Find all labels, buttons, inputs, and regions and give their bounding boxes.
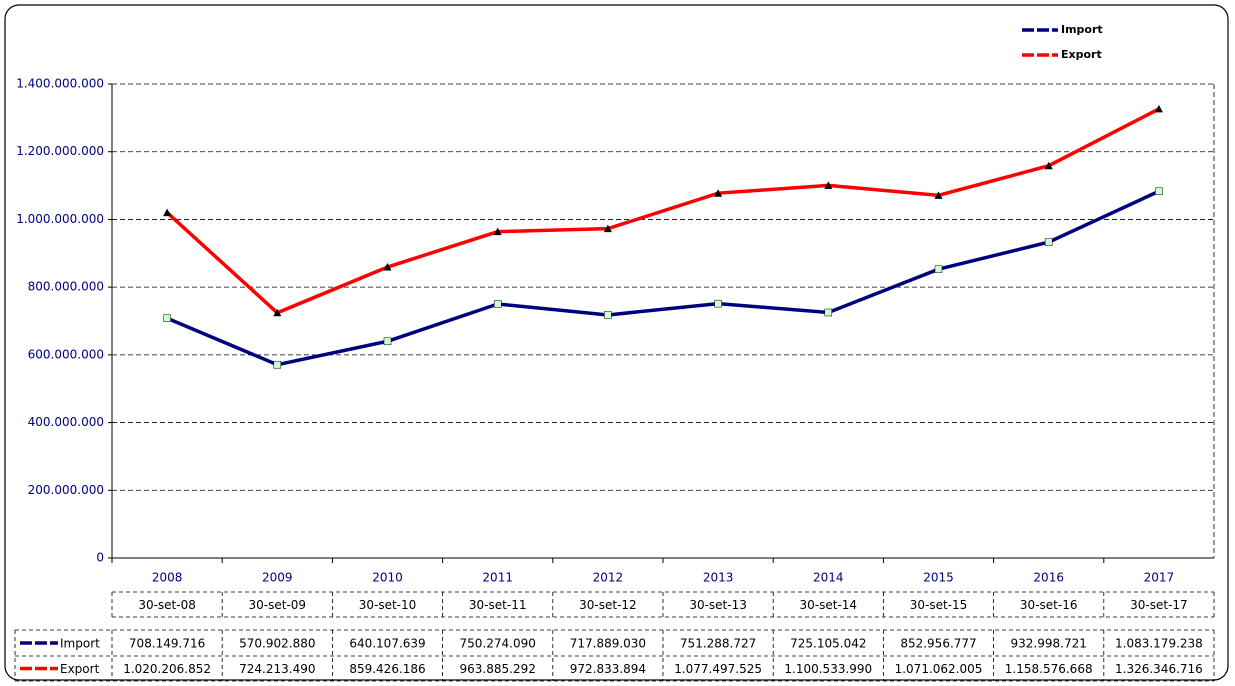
table-value: 708.149.716 bbox=[129, 637, 205, 651]
table-header: 30-set-14 bbox=[800, 598, 858, 612]
marker bbox=[1044, 161, 1053, 170]
table-header: 30-set-15 bbox=[910, 598, 968, 612]
y-tick-label: 0 bbox=[96, 551, 104, 565]
y-tick-label: 400.000.000 bbox=[28, 415, 104, 429]
marker bbox=[163, 208, 172, 217]
marker bbox=[714, 189, 723, 197]
table-header: 30-set-17 bbox=[1130, 598, 1188, 612]
x-tick-label: 2017 bbox=[1144, 571, 1175, 585]
y-tick-label: 800.000.000 bbox=[28, 280, 104, 294]
table-value: 640.107.639 bbox=[349, 637, 425, 651]
x-tick-label: 2009 bbox=[262, 571, 293, 585]
x-tick-label: 2008 bbox=[152, 571, 183, 585]
marker bbox=[383, 263, 392, 271]
table-value: 1.100.533.990 bbox=[784, 662, 872, 676]
table-header: 30-set-11 bbox=[469, 598, 527, 612]
marker bbox=[1154, 104, 1163, 113]
table-value: 717.889.030 bbox=[570, 637, 646, 651]
table-value: 1.083.179.238 bbox=[1115, 637, 1203, 651]
legend-label: Import bbox=[1061, 23, 1103, 36]
x-tick-label: 2013 bbox=[703, 571, 734, 585]
legend-label: Export bbox=[1061, 48, 1102, 61]
y-tick-label: 1.000.000.000 bbox=[16, 212, 104, 226]
x-tick-label: 2014 bbox=[813, 571, 844, 585]
series-line bbox=[165, 107, 1160, 315]
table-header: 30-set-13 bbox=[689, 598, 747, 612]
table-header: 30-set-09 bbox=[249, 598, 307, 612]
table-value: 750.274.090 bbox=[460, 637, 536, 651]
marker bbox=[383, 337, 392, 346]
marker bbox=[493, 227, 502, 236]
x-tick-label: 2011 bbox=[482, 571, 513, 585]
x-tick-label: 2016 bbox=[1033, 571, 1064, 585]
marker bbox=[163, 314, 171, 322]
y-tick-label: 200.000.000 bbox=[28, 483, 104, 497]
marker bbox=[824, 308, 833, 317]
table-value: 725.105.042 bbox=[790, 637, 866, 651]
marker bbox=[604, 311, 612, 319]
table-value: 570.902.880 bbox=[239, 637, 315, 651]
marker bbox=[714, 299, 722, 308]
marker bbox=[493, 300, 502, 308]
table-header: 30-set-16 bbox=[1020, 598, 1078, 612]
table-value: 751.288.727 bbox=[680, 637, 756, 651]
chart-frame bbox=[4, 4, 1229, 681]
table-value: 1.326.346.716 bbox=[1115, 662, 1203, 676]
marker bbox=[603, 224, 612, 233]
x-tick-label: 2015 bbox=[923, 571, 954, 585]
table-header: 30-set-12 bbox=[579, 598, 637, 612]
table-value: 1.077.497.525 bbox=[674, 662, 762, 676]
x-tick-label: 2012 bbox=[593, 571, 624, 585]
table-value: 1.071.062.005 bbox=[895, 662, 983, 676]
table-value: 963.885.292 bbox=[460, 662, 536, 676]
table-row-label: Export bbox=[60, 662, 100, 676]
table-value: 1.020.206.852 bbox=[123, 662, 211, 676]
series-line bbox=[166, 189, 1160, 367]
x-tick-label: 2010 bbox=[372, 571, 403, 585]
table-value: 1.158.576.668 bbox=[1005, 662, 1093, 676]
marker bbox=[1044, 238, 1053, 246]
marker bbox=[824, 181, 833, 189]
table-value: 724.213.490 bbox=[239, 662, 315, 676]
marker bbox=[273, 360, 282, 369]
y-tick-label: 1.400.000.000 bbox=[16, 77, 104, 91]
table-value: 859.426.186 bbox=[349, 662, 425, 676]
marker bbox=[934, 191, 943, 199]
table-row-label: Import bbox=[60, 637, 100, 651]
table-value: 972.833.894 bbox=[570, 662, 646, 676]
y-tick-label: 600.000.000 bbox=[28, 347, 104, 361]
table-header: 30-set-10 bbox=[359, 598, 417, 612]
marker bbox=[273, 308, 282, 317]
table-value: 932.998.721 bbox=[1011, 637, 1087, 651]
marker bbox=[1155, 187, 1163, 196]
y-tick-label: 1.200.000.000 bbox=[16, 144, 104, 158]
table-value: 852.956.777 bbox=[900, 637, 976, 651]
marker bbox=[934, 265, 943, 273]
table-header: 30-set-08 bbox=[138, 598, 196, 612]
